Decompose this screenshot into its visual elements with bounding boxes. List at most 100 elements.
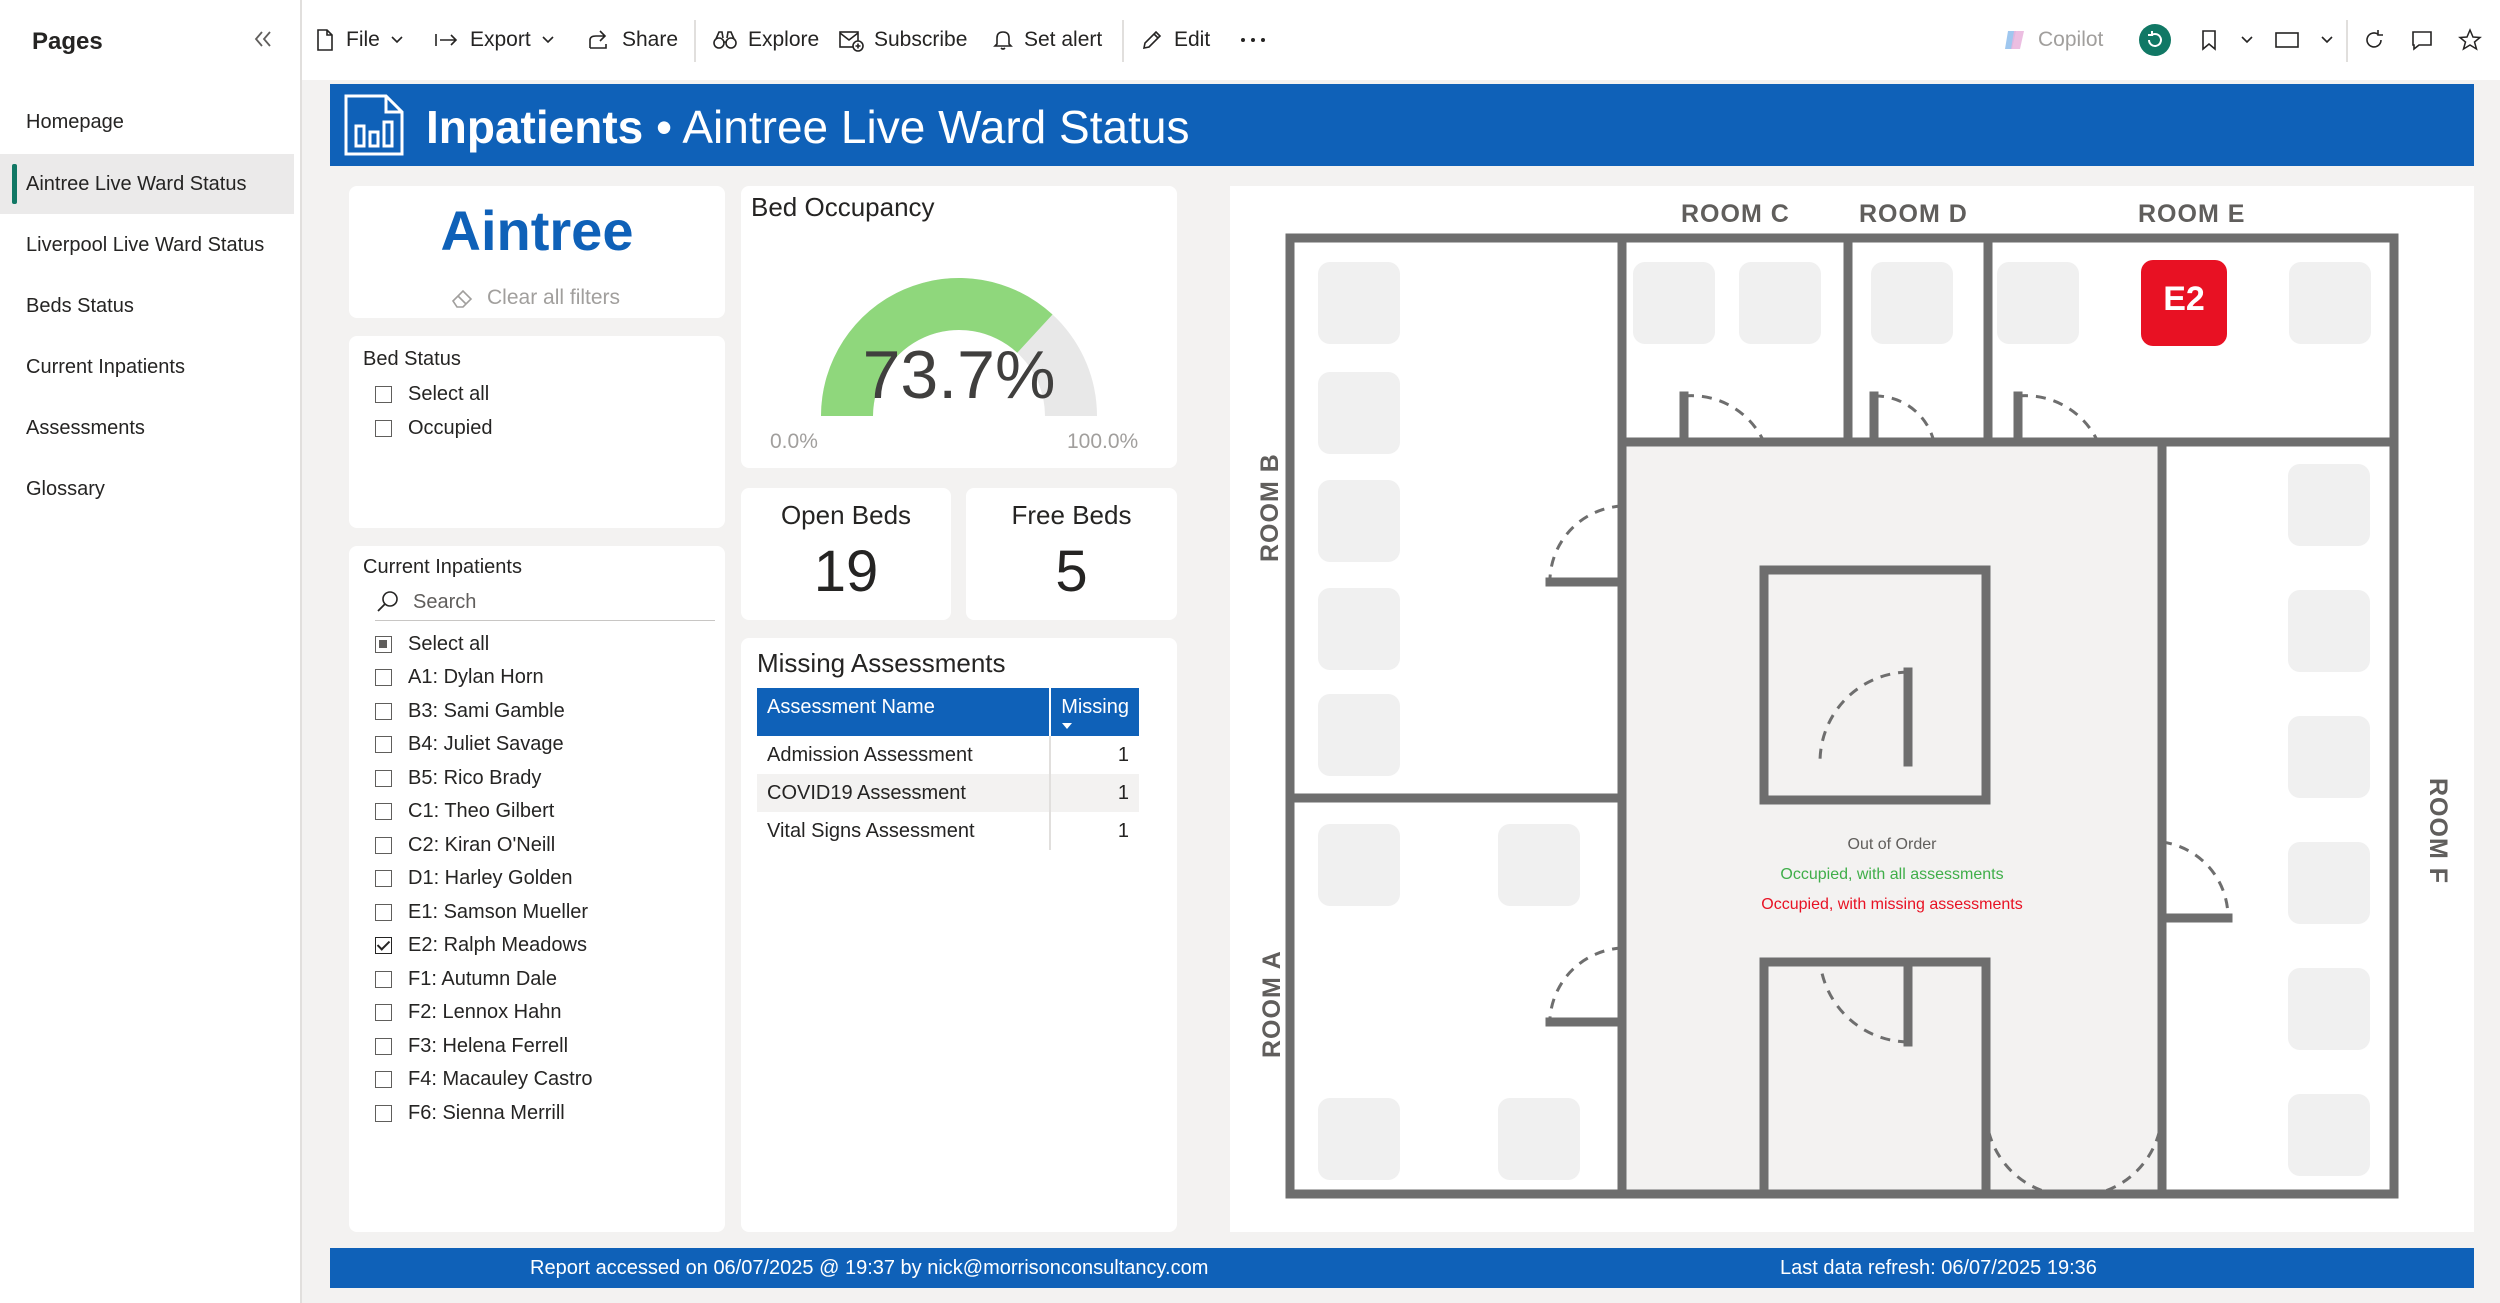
- checkbox[interactable]: [375, 769, 392, 787]
- checkbox[interactable]: [375, 702, 392, 720]
- inpatient-option-label: C1: Theo Gilbert: [408, 800, 555, 822]
- bed[interactable]: [2288, 716, 2370, 798]
- bed[interactable]: [1318, 694, 1400, 776]
- page-item-homepage[interactable]: Homepage: [26, 111, 124, 133]
- bed[interactable]: [1318, 588, 1400, 670]
- inpatient-option[interactable]: Select all: [375, 628, 489, 660]
- inpatient-option[interactable]: C2: Kiran O'Neill: [375, 829, 555, 861]
- bed[interactable]: [2288, 464, 2370, 546]
- assessment-name-cell: COVID19 Assessment: [757, 774, 1051, 812]
- comment-icon: [2412, 31, 2432, 51]
- bed[interactable]: [2289, 262, 2371, 344]
- share-button[interactable]: Share: [586, 20, 678, 60]
- bed[interactable]: [1739, 262, 1821, 344]
- checkbox[interactable]: [375, 937, 392, 954]
- share-icon: [589, 30, 607, 49]
- search-input[interactable]: [411, 589, 705, 615]
- checkbox[interactable]: [375, 836, 392, 854]
- explore-button[interactable]: Explore: [712, 20, 819, 60]
- inpatient-option[interactable]: F2: Lennox Hahn: [375, 997, 561, 1029]
- star-icon: [2458, 28, 2482, 51]
- bed-status-title: Bed Status: [363, 348, 461, 370]
- checkbox[interactable]: [375, 669, 392, 686]
- clear-filters-button[interactable]: Clear all filters: [449, 286, 620, 310]
- inpatient-option[interactable]: C1: Theo Gilbert: [375, 796, 554, 828]
- checkbox[interactable]: [375, 870, 392, 887]
- bookmark-button[interactable]: [2198, 20, 2254, 60]
- refresh-button[interactable]: [2362, 20, 2396, 60]
- subscribe-button[interactable]: Subscribe: [838, 20, 967, 60]
- page-item-aintree-live-ward-status[interactable]: Aintree Live Ward Status: [0, 154, 294, 214]
- bed-status-option-occupied[interactable]: Occupied: [375, 412, 493, 444]
- inpatient-option[interactable]: B5: Rico Brady: [375, 762, 541, 794]
- table-row[interactable]: Admission Assessment 1: [757, 736, 1139, 774]
- inpatient-search: [375, 584, 715, 621]
- column-header-assessment-name[interactable]: Assessment Name: [757, 688, 1051, 736]
- inpatient-option-label: C2: Kiran O'Neill: [408, 833, 556, 856]
- bed[interactable]: [1498, 824, 1580, 906]
- inpatient-option[interactable]: E2: Ralph Meadows: [375, 930, 587, 962]
- bed[interactable]: [1871, 262, 1953, 344]
- table-row[interactable]: Vital Signs Assessment 1: [757, 812, 1139, 850]
- inpatient-option[interactable]: F4: Macauley Castro: [375, 1064, 593, 1096]
- checkbox[interactable]: [375, 419, 392, 437]
- bed[interactable]: [2288, 968, 2370, 1050]
- export-button[interactable]: Export: [434, 20, 555, 60]
- checkbox[interactable]: [375, 1004, 392, 1021]
- open-beds-value: 19: [813, 539, 879, 604]
- inpatient-option-label: B3: Sami Gamble: [408, 699, 565, 722]
- checkbox[interactable]: [375, 1037, 392, 1055]
- inpatient-option[interactable]: F3: Helena Ferrell: [375, 1030, 568, 1062]
- table-row[interactable]: COVID19 Assessment 1: [757, 774, 1139, 812]
- checkbox[interactable]: [375, 385, 392, 403]
- inpatient-option[interactable]: B4: Juliet Savage: [375, 729, 564, 761]
- page-item-liverpool-live-ward-status[interactable]: Liverpool Live Ward Status: [26, 234, 265, 256]
- checkbox[interactable]: [375, 1071, 392, 1088]
- bed-status-option-select-all[interactable]: Select all: [375, 378, 489, 410]
- bed[interactable]: [1318, 1098, 1400, 1180]
- checkbox[interactable]: [375, 903, 392, 921]
- checkbox[interactable]: [375, 803, 392, 820]
- file-button[interactable]: File: [314, 20, 404, 60]
- collapse-pane-icon[interactable]: [248, 24, 278, 54]
- bed[interactable]: [1997, 262, 2079, 344]
- bed[interactable]: [1318, 372, 1400, 454]
- inpatient-option[interactable]: E1: Samson Mueller: [375, 896, 588, 928]
- checkbox[interactable]: [375, 635, 392, 653]
- page-item-beds-status[interactable]: Beds Status: [26, 295, 134, 317]
- inpatient-option[interactable]: D1: Harley Golden: [375, 863, 573, 895]
- checkbox[interactable]: [375, 970, 392, 988]
- page-item-assessments[interactable]: Assessments: [26, 417, 145, 439]
- checkbox[interactable]: [375, 1104, 392, 1122]
- bed[interactable]: [1498, 1098, 1580, 1180]
- bed[interactable]: [2288, 842, 2370, 924]
- bed[interactable]: [1318, 824, 1400, 906]
- comments-button[interactable]: [2410, 20, 2444, 60]
- column-header-missing[interactable]: Missing: [1049, 688, 1139, 736]
- copilot-button[interactable]: Copilot: [2002, 20, 2103, 60]
- export-icon: [435, 34, 458, 46]
- reset-button[interactable]: [2138, 20, 2182, 60]
- free-beds-label: Free Beds: [1011, 500, 1132, 530]
- inpatient-option[interactable]: F6: Sienna Merrill: [375, 1097, 565, 1129]
- room-f-label: ROOM F: [2424, 778, 2452, 884]
- bell-icon: [993, 31, 1013, 50]
- bed[interactable]: [1318, 480, 1400, 562]
- page-item-current-inpatients[interactable]: Current Inpatients: [26, 356, 185, 378]
- view-button[interactable]: [2274, 20, 2334, 60]
- inpatient-option[interactable]: B3: Sami Gamble: [375, 695, 565, 727]
- favorite-button[interactable]: [2458, 20, 2492, 60]
- checkbox[interactable]: [375, 736, 392, 753]
- bed-e2-highlighted[interactable]: [2141, 260, 2227, 346]
- page-item-glossary[interactable]: Glossary: [26, 478, 105, 500]
- bed[interactable]: [1633, 262, 1715, 344]
- bed[interactable]: [1318, 262, 1400, 344]
- inpatient-option-label: E1: Samson Mueller: [408, 900, 589, 923]
- edit-button[interactable]: Edit: [1140, 20, 1210, 60]
- more-options-button[interactable]: [1238, 20, 1278, 60]
- inpatient-option[interactable]: F1: Autumn Dale: [375, 963, 557, 995]
- set-alert-button[interactable]: Set alert: [992, 20, 1102, 60]
- bed[interactable]: [2288, 1094, 2370, 1176]
- inpatient-option[interactable]: A1: Dylan Horn: [375, 662, 544, 694]
- bed[interactable]: [2288, 590, 2370, 672]
